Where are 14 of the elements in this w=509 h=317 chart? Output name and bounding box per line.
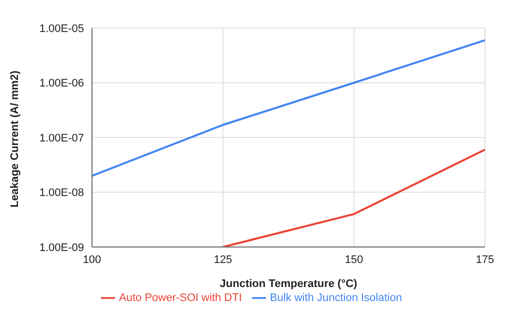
y-tick-label: 1.00E-07: [39, 132, 84, 144]
x-tick-label: 175: [476, 254, 494, 266]
y-tick-label: 1.00E-09: [39, 242, 84, 254]
line-series: [92, 39, 485, 177]
legend-label: Bulk with Junction Isolation: [270, 292, 402, 304]
y-tick-label: 1.00E-05: [39, 22, 84, 35]
y-axis-title: Leakage Current (A/ mm2): [8, 70, 21, 208]
x-tick-label: 125: [214, 254, 232, 266]
x-axis-title: Junction Temperature (°C): [220, 278, 358, 290]
y-tick-label: 1.00E-08: [39, 187, 84, 200]
x-tick-label: 150: [344, 254, 364, 266]
x-tick-label: 100: [82, 254, 102, 266]
y-tick-label: 1.00E-06: [39, 78, 84, 90]
legend-label: Auto Power-SOI with DTI: [119, 292, 242, 304]
